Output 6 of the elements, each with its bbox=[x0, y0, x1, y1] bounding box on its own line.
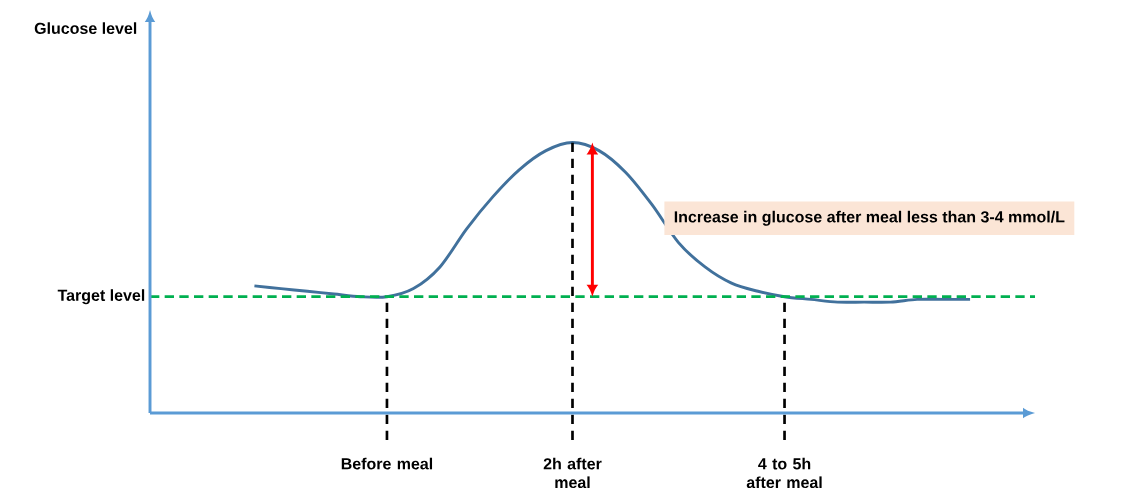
annotation: Increase in glucose after meal less than 3-4 mmol/L bbox=[674, 210, 1065, 226]
x-tick-label: 2h after meal bbox=[543, 457, 602, 489]
x-tick-label: Before meal bbox=[341, 457, 433, 470]
x-tick-label: 4 to 5h after meal bbox=[746, 457, 822, 489]
text: Glucose level bbox=[34, 22, 137, 34]
ref-line-label: Target level bbox=[57, 289, 145, 305]
